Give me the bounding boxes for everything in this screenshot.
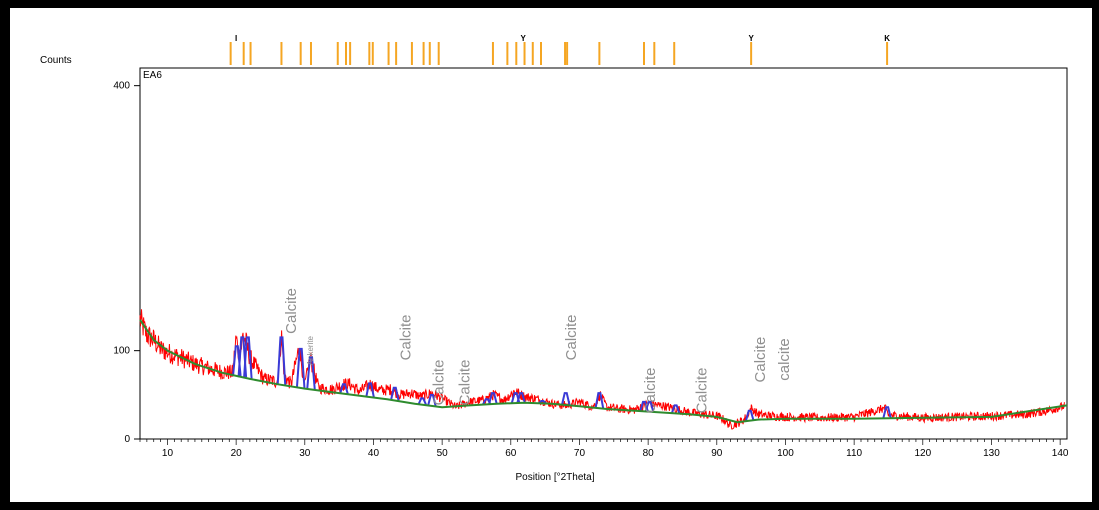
phase-annotation-label: calcite bbox=[776, 338, 793, 381]
phase-annotation-label: Calcite bbox=[431, 360, 448, 406]
phase-annotation-label: Ankerite bbox=[306, 335, 315, 365]
x-tick-label: 90 bbox=[711, 448, 723, 459]
plot-marks bbox=[139, 309, 1068, 430]
fitted-peak bbox=[276, 336, 287, 385]
plot-area bbox=[139, 67, 1068, 440]
phase-marker: K bbox=[884, 34, 890, 43]
background-curve bbox=[139, 319, 1068, 424]
x-tick-label: 120 bbox=[914, 448, 931, 459]
x-tick-label: 140 bbox=[1052, 448, 1069, 459]
fitted-peak bbox=[745, 409, 755, 421]
fitted-peak bbox=[488, 392, 498, 405]
xrd-chart: Counts EA6 0 100 400 10 20 30 40 50 60 70 80 90 100… bbox=[40, 34, 1069, 483]
phase-marker: I bbox=[235, 34, 237, 43]
fitted-peak bbox=[417, 397, 427, 406]
x-axis-ticks: 10 20 30 40 50 60 70 80 90 100 110 120 130 140 bbox=[139, 439, 1069, 459]
x-tick-label: 40 bbox=[368, 448, 380, 459]
fitted-peak bbox=[306, 355, 316, 390]
phase-annotation-label: Calcite bbox=[283, 288, 300, 334]
phase-annotation-label: Calcite bbox=[752, 337, 769, 383]
observed-pattern-line bbox=[139, 309, 1065, 430]
y-tick-label: 100 bbox=[113, 346, 130, 357]
fitted-peak bbox=[516, 392, 526, 404]
fitted-peak bbox=[365, 382, 375, 398]
x-tick-label: 30 bbox=[299, 448, 311, 459]
x-tick-label: 100 bbox=[777, 448, 794, 459]
x-tick-label: 130 bbox=[983, 448, 1000, 459]
y-tick-label: 0 bbox=[124, 434, 130, 445]
phase-annotation-label: Calcite bbox=[398, 314, 415, 360]
x-tick-label: 20 bbox=[231, 448, 243, 459]
fitted-peak bbox=[882, 406, 892, 419]
fitted-peak bbox=[295, 347, 306, 389]
phase-marker: Y bbox=[520, 34, 526, 43]
figure-frame: Counts EA6 0 100 400 10 20 30 40 50 60 70 80 90 100… bbox=[10, 8, 1092, 502]
x-tick-label: 80 bbox=[643, 448, 655, 459]
phase-annotation-label: Calcite bbox=[694, 367, 711, 413]
fitted-peak bbox=[594, 392, 605, 409]
x-axis-label: Position [°2Theta] bbox=[515, 472, 594, 483]
y-axis-ticks: 0 100 400 bbox=[113, 81, 140, 445]
x-tick-label: 60 bbox=[505, 448, 517, 459]
fitted-peak bbox=[389, 386, 400, 401]
y-tick-label: 400 bbox=[113, 81, 130, 92]
phase-annotation-label: Calcite bbox=[642, 367, 659, 413]
phase-annotation-label: Calcite bbox=[457, 360, 474, 406]
phase-annotations: Calcite Ankerite Calcite Calcite Calcite Calc… bbox=[283, 288, 793, 413]
x-tick-label: 110 bbox=[846, 448, 862, 459]
x-tick-label: 70 bbox=[574, 448, 586, 459]
fitted-peak bbox=[644, 400, 655, 412]
fitted-peak bbox=[427, 393, 437, 407]
fitted-peak bbox=[670, 404, 681, 414]
phase-marker: Y bbox=[748, 34, 754, 43]
x-tick-label: 10 bbox=[162, 448, 174, 459]
fitted-peak bbox=[339, 383, 349, 394]
x-tick-label: 50 bbox=[437, 448, 449, 459]
phase-annotation-label: Calcite bbox=[563, 314, 580, 360]
fitted-peak bbox=[537, 400, 547, 405]
sample-label: EA6 bbox=[143, 70, 162, 81]
fitted-peak bbox=[243, 336, 253, 379]
fitted-peak bbox=[560, 392, 571, 406]
y-axis-label: Counts bbox=[40, 55, 72, 66]
